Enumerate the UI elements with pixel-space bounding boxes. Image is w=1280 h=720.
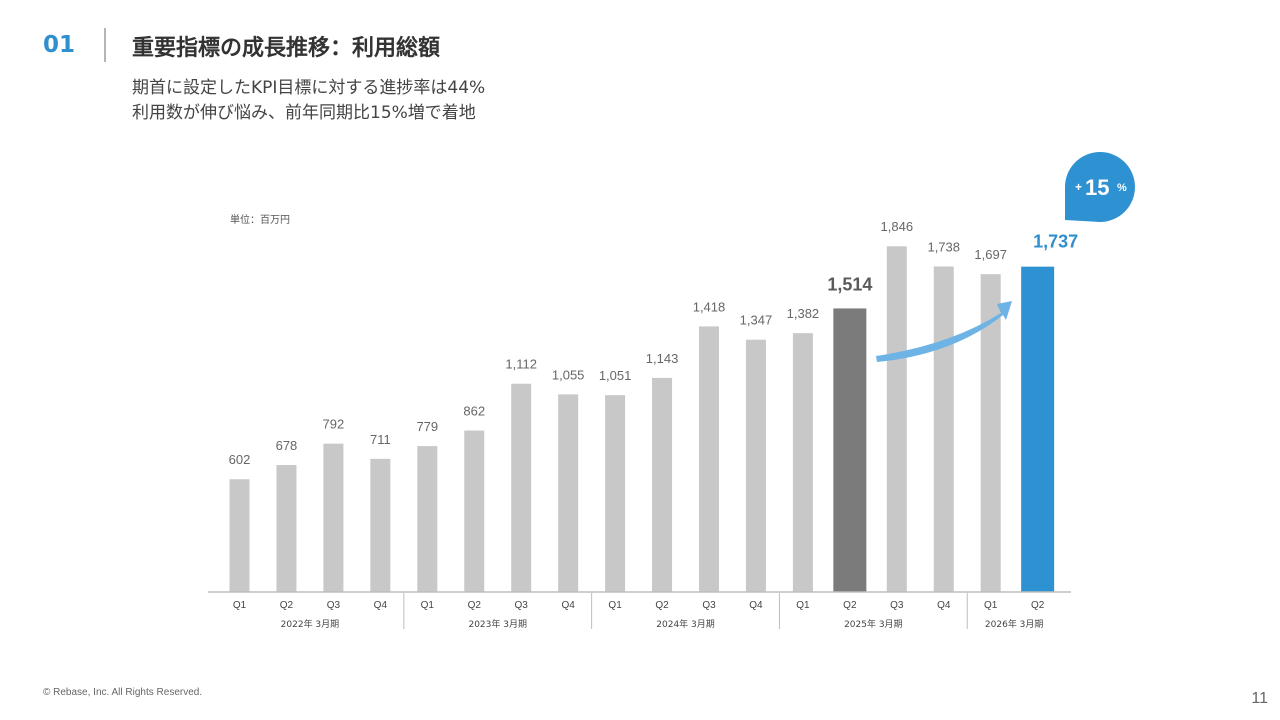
data-label: 1,846 bbox=[881, 219, 914, 234]
data-label: 862 bbox=[463, 404, 485, 419]
x-tick-label: Q2 bbox=[843, 600, 857, 611]
section-number: 01 bbox=[43, 32, 76, 58]
data-label: 1,418 bbox=[693, 299, 726, 314]
bar bbox=[558, 394, 579, 592]
group-label: 2023年 3月期 bbox=[468, 618, 527, 630]
subtitle: 期首に設定したKPI目標に対する進捗率は44% 利用数が伸び悩み、前年同期比15… bbox=[132, 76, 485, 126]
bar bbox=[323, 443, 344, 592]
group-label: 2026年 3月期 bbox=[985, 618, 1044, 630]
x-tick-label: Q2 bbox=[280, 600, 294, 611]
page-number: 11 bbox=[1251, 690, 1268, 707]
page-title: 重要指標の成長推移：利用総額 bbox=[132, 36, 441, 61]
growth-arrow bbox=[876, 301, 1012, 362]
x-tick-label: Q1 bbox=[233, 600, 247, 611]
x-tick-label: Q2 bbox=[1031, 600, 1045, 611]
group-label: 2025年 3月期 bbox=[844, 618, 903, 630]
bar bbox=[980, 274, 1001, 592]
data-label: 711 bbox=[370, 432, 391, 447]
bar bbox=[792, 333, 813, 592]
bar bbox=[886, 246, 907, 592]
x-tick-label: Q1 bbox=[796, 600, 810, 611]
bar bbox=[933, 266, 954, 592]
data-label: 678 bbox=[276, 438, 298, 453]
x-tick-label: Q3 bbox=[515, 600, 529, 611]
x-tick-label: Q4 bbox=[749, 600, 763, 611]
data-label: 1,051 bbox=[599, 368, 632, 383]
group-label: 2022年 3月期 bbox=[281, 618, 340, 630]
header-divider bbox=[104, 28, 106, 62]
bar-chart: 単位：百万円 602 678 792 711 779 862 1,112 1,055 1,051 1… bbox=[208, 152, 1135, 630]
data-label: 1,738 bbox=[927, 239, 960, 254]
bar bbox=[699, 326, 719, 592]
data-label: 792 bbox=[323, 417, 345, 432]
bar bbox=[464, 430, 485, 592]
x-tick-label: Q2 bbox=[468, 600, 482, 611]
subtitle-line-2: 利用数が伸び悩み、前年同期比15%増で着地 bbox=[132, 103, 476, 123]
data-label: 1,347 bbox=[740, 313, 773, 328]
x-tick-label: Q1 bbox=[421, 600, 435, 611]
callout-unit: % bbox=[1117, 182, 1127, 194]
unit-label: 単位：百万円 bbox=[230, 213, 290, 226]
copyright: © Rebase, Inc. All Rights Reserved. bbox=[43, 687, 203, 698]
bar bbox=[511, 383, 532, 592]
bar bbox=[745, 339, 766, 592]
growth-callout-bubble bbox=[1064, 152, 1135, 222]
bar bbox=[652, 377, 673, 592]
data-label: 1,112 bbox=[505, 357, 537, 372]
bar bbox=[276, 465, 297, 592]
x-tick-label: Q1 bbox=[608, 600, 622, 611]
x-tick-label: Q3 bbox=[327, 600, 341, 611]
x-tick-label: Q3 bbox=[890, 600, 904, 611]
x-tick-label: Q4 bbox=[937, 600, 951, 611]
x-tick-label: Q1 bbox=[984, 600, 998, 611]
bar bbox=[370, 458, 391, 592]
data-label: 1,055 bbox=[552, 367, 585, 382]
data-label: 1,514 bbox=[827, 274, 872, 294]
subtitle-line-1: 期首に設定したKPI目標に対する進捗率は44% bbox=[132, 78, 486, 98]
data-label: 1,143 bbox=[646, 351, 679, 366]
x-tick-label: Q4 bbox=[374, 600, 388, 611]
bar bbox=[833, 308, 867, 592]
bar bbox=[229, 479, 250, 592]
group-label: 2024年 3月期 bbox=[656, 618, 715, 630]
data-label: 1,737 bbox=[1033, 232, 1078, 252]
callout-plus: + bbox=[1075, 180, 1082, 194]
x-tick-label: Q2 bbox=[655, 600, 669, 611]
data-label: 602 bbox=[229, 452, 251, 467]
bar bbox=[1021, 266, 1055, 592]
x-tick-label: Q3 bbox=[702, 600, 716, 611]
data-label: 1,697 bbox=[974, 247, 1007, 262]
x-tick-label: Q4 bbox=[561, 600, 575, 611]
callout-value: 15 bbox=[1085, 175, 1109, 200]
bar bbox=[605, 395, 626, 592]
data-label: 1,382 bbox=[787, 306, 820, 321]
bar bbox=[417, 446, 438, 592]
data-label: 779 bbox=[416, 419, 438, 434]
